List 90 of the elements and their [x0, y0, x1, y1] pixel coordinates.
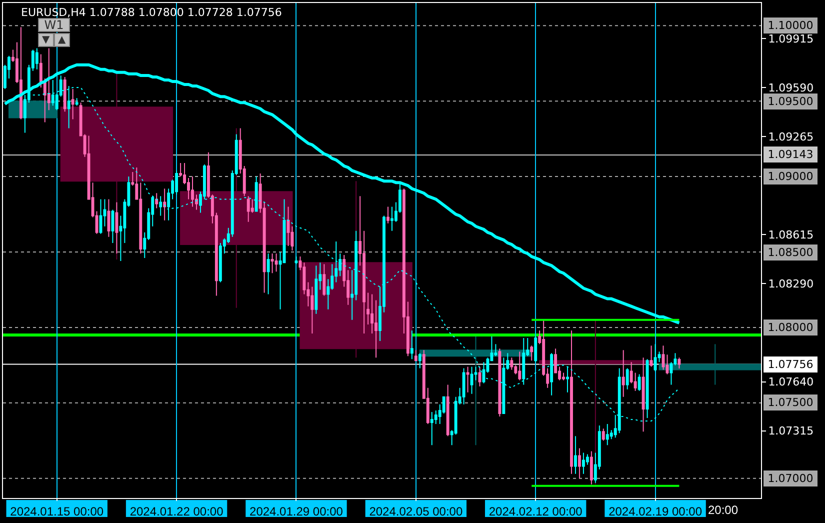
candlestick	[19, 26, 22, 120]
candlestick	[430, 411, 434, 446]
ref-line-label: 1.09143	[768, 148, 814, 161]
candlestick	[75, 98, 78, 106]
ref-line-label: 1.08500	[768, 246, 814, 259]
ref-line-label: 1.07500	[768, 396, 814, 409]
candlestick	[566, 366, 569, 393]
x-tick-label: 2024.02.12 00:00	[488, 504, 583, 518]
candlestick	[310, 286, 314, 334]
candlestick	[446, 384, 450, 437]
y-tick-label: 1.09265	[768, 130, 814, 144]
candlestick	[462, 368, 466, 405]
candlestick	[175, 170, 178, 196]
candlestick	[602, 428, 605, 442]
candlestick	[35, 48, 38, 70]
ref-line-label: 1.07756	[768, 358, 814, 371]
candlestick	[115, 202, 118, 254]
candlestick	[646, 358, 649, 419]
candlestick	[518, 351, 522, 381]
candlestick	[530, 345, 534, 362]
y-tick-label: 1.07640	[768, 376, 814, 389]
annotation: W1	[44, 18, 64, 32]
line-series	[3, 63, 681, 324]
candlestick	[418, 352, 422, 369]
candlestick	[107, 198, 110, 238]
candlestick	[246, 196, 250, 222]
candlestick	[522, 338, 526, 386]
candlestick	[390, 206, 394, 232]
candlestick	[159, 196, 162, 216]
x-tick-label: 2024.01.22 00:00	[130, 504, 224, 518]
candlestick	[678, 357, 681, 370]
candlestick	[191, 176, 194, 208]
y-tick-label: 1.09590	[768, 81, 814, 94]
candlestick	[478, 366, 482, 387]
candlestick	[510, 357, 514, 370]
candlestick	[606, 424, 609, 446]
y-tick-label: 1.07315	[768, 424, 814, 438]
candlestick	[254, 176, 258, 212]
candlestick	[498, 348, 502, 418]
y-tick-label: 1.08615	[768, 228, 814, 242]
candlestick	[163, 188, 166, 221]
candlestick	[470, 366, 474, 394]
candlestick	[39, 54, 42, 88]
candlestick	[155, 192, 158, 209]
annotation: ▲	[58, 34, 66, 46]
candlestick	[590, 450, 593, 485]
candlestick	[274, 253, 278, 272]
candlestick	[578, 448, 581, 479]
candlestick	[502, 357, 506, 414]
candlestick	[654, 344, 657, 372]
ref-line-label: 1.10000	[768, 19, 814, 32]
candlestick	[314, 265, 318, 314]
candlestick	[294, 256, 298, 265]
ref-line-label: 1.09000	[768, 170, 814, 183]
candlestick	[574, 436, 577, 474]
candlestick	[322, 264, 326, 296]
ref-line-label: 1.07000	[768, 472, 814, 485]
annotation: ▼	[42, 34, 50, 46]
candlestick	[662, 345, 665, 370]
candlestick	[386, 206, 390, 224]
text: 20:00	[708, 503, 738, 517]
candlestick	[550, 352, 554, 396]
candlestick	[410, 330, 414, 360]
candlestick	[71, 88, 74, 120]
x-tick-label: 2024.02.19 00:00	[608, 504, 702, 518]
candlestick	[286, 206, 290, 246]
candlestick	[638, 374, 641, 392]
candlestick	[270, 253, 274, 274]
candlestick	[650, 345, 653, 368]
candlestick	[482, 362, 486, 384]
candlestick	[622, 350, 625, 398]
candlestick	[570, 330, 573, 474]
y-tick-label: 1.08290	[768, 278, 814, 291]
candlestick	[582, 452, 585, 474]
candlestick	[642, 357, 645, 432]
candlestick	[266, 253, 270, 295]
candlestick	[414, 350, 418, 362]
candlestick	[534, 336, 538, 363]
candlestick	[626, 368, 629, 390]
x-tick-label: 2024.01.29 00:00	[250, 504, 344, 518]
candlestick	[111, 209, 114, 244]
candlestick	[63, 76, 66, 112]
candlestick	[466, 366, 470, 393]
x-tick-label: 2024.02.05 00:00	[369, 504, 463, 518]
ref-line-label: 1.08000	[768, 321, 814, 334]
candlestick	[218, 242, 222, 283]
y-tick-label: 1.09915	[768, 32, 814, 46]
candlestick	[99, 198, 102, 234]
x-tick-label: 2024.01.15 00:00	[10, 504, 104, 518]
ref-line-label: 1.09500	[768, 95, 814, 108]
